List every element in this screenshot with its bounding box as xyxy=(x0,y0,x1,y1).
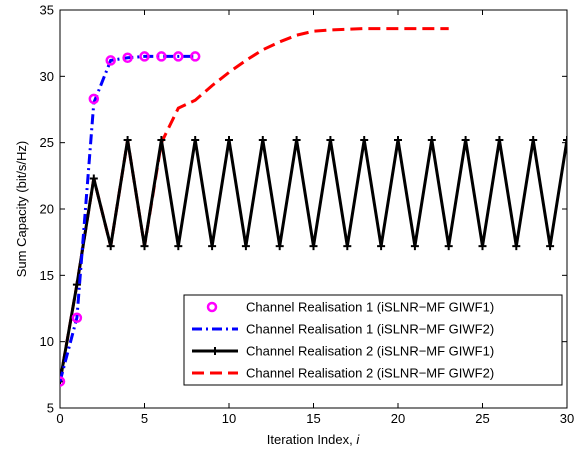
legend-marker xyxy=(206,301,218,313)
x-tick-label: 25 xyxy=(475,411,489,426)
x-tick-label: 10 xyxy=(222,411,236,426)
series-1 xyxy=(60,51,201,387)
y-tick-label: 15 xyxy=(40,268,54,283)
y-tick-label: 25 xyxy=(40,135,54,150)
legend-sample xyxy=(206,301,218,313)
series-point xyxy=(156,51,167,62)
y-tick-label: 20 xyxy=(40,202,54,217)
legend-sample xyxy=(192,347,238,355)
y-tick-label: 35 xyxy=(40,3,54,18)
legend-label: Channel Realisation 1 (iSLNR−MF GIWF1) xyxy=(246,300,494,315)
series-point xyxy=(122,52,133,64)
series-3 xyxy=(60,136,567,386)
x-tick-label: 0 xyxy=(56,411,63,426)
series-point xyxy=(71,312,83,324)
series-point xyxy=(189,51,201,62)
series-line xyxy=(60,54,196,382)
series-layer xyxy=(60,27,567,387)
series-point xyxy=(60,376,66,387)
series-point xyxy=(88,93,100,105)
series-point xyxy=(105,55,116,66)
y-tick-label: 5 xyxy=(47,401,54,416)
x-tick-label: 20 xyxy=(391,411,405,426)
x-tick-label: 15 xyxy=(306,411,320,426)
x-tick-label: 30 xyxy=(560,411,574,426)
legend-label: Channel Realisation 2 (iSLNR−MF GIWF1) xyxy=(246,344,494,359)
legend-box xyxy=(183,294,563,386)
legend-label: Channel Realisation 2 (iSLNR−MF GIWF2) xyxy=(246,366,494,381)
legend: Channel Realisation 1 (iSLNR−MF GIWF1) Ch… xyxy=(183,294,563,386)
series-2 xyxy=(60,54,196,382)
series-point xyxy=(139,51,150,62)
y-axis-label: Sum Capacity (bit/s/Hz) xyxy=(14,141,29,278)
x-axis-label: Iteration Index, i xyxy=(267,432,361,447)
y-tick-label: 30 xyxy=(40,69,54,84)
y-tick-label: 10 xyxy=(40,334,54,349)
x-tick-label: 5 xyxy=(141,411,148,426)
legend-label: Channel Realisation 1 (iSLNR−MF GIWF2) xyxy=(246,322,494,337)
series-point xyxy=(173,51,184,62)
